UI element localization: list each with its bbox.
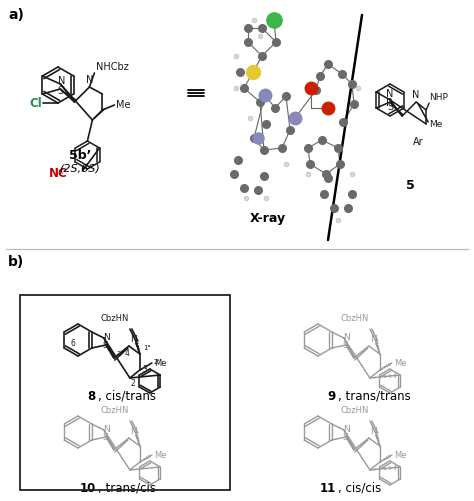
Text: 5: 5	[406, 178, 414, 191]
Text: R: R	[386, 98, 393, 108]
Text: CbzHN: CbzHN	[340, 314, 369, 323]
Text: 2': 2'	[154, 359, 160, 365]
Text: S: S	[342, 433, 348, 442]
Text: Me: Me	[117, 100, 131, 110]
Text: 1": 1"	[143, 345, 150, 351]
Text: 9: 9	[328, 389, 336, 402]
Text: Cl: Cl	[29, 97, 42, 110]
Text: a): a)	[8, 8, 24, 22]
Text: Me: Me	[154, 450, 166, 459]
Text: N: N	[344, 333, 350, 342]
Text: CbzHN: CbzHN	[340, 406, 369, 415]
Text: CbzHN: CbzHN	[100, 406, 129, 415]
Text: , trans/trans: , trans/trans	[338, 389, 411, 402]
Text: 8: 8	[88, 389, 96, 402]
Text: , cis/cis: , cis/cis	[338, 481, 381, 494]
Text: N: N	[103, 425, 110, 434]
Text: NC: NC	[49, 166, 67, 179]
Text: , cis/trans: , cis/trans	[98, 389, 156, 402]
Text: S: S	[102, 433, 108, 442]
Text: N: N	[370, 427, 377, 436]
Text: S: S	[387, 102, 393, 112]
Text: N: N	[344, 425, 350, 434]
Text: 4: 4	[124, 349, 129, 358]
Text: NHCbz: NHCbz	[96, 62, 129, 72]
Text: X-ray: X-ray	[250, 211, 286, 224]
Text: S: S	[342, 341, 348, 350]
Text: N: N	[386, 89, 394, 99]
Text: N: N	[130, 427, 137, 436]
Text: Ar: Ar	[413, 137, 423, 147]
Text: N: N	[58, 76, 65, 86]
Text: N: N	[370, 335, 377, 344]
Text: 3: 3	[143, 366, 148, 375]
Text: CbzHN: CbzHN	[100, 314, 129, 323]
Text: 11: 11	[320, 481, 336, 494]
Text: 2: 2	[131, 378, 136, 387]
Text: N: N	[412, 90, 420, 100]
Text: b): b)	[8, 255, 24, 269]
Text: N: N	[130, 335, 137, 344]
Text: N: N	[103, 333, 110, 342]
Text: Me: Me	[394, 450, 406, 459]
Text: N: N	[86, 75, 93, 85]
Text: Me: Me	[394, 359, 406, 368]
Text: (2S,6S): (2S,6S)	[60, 163, 100, 173]
Text: 5b’: 5b’	[69, 148, 91, 161]
Text: 2": 2"	[116, 351, 124, 357]
Text: Me: Me	[154, 359, 166, 368]
Text: S: S	[102, 341, 108, 350]
Text: 10: 10	[80, 481, 96, 494]
Text: S: S	[57, 86, 64, 96]
Text: 6: 6	[70, 339, 75, 348]
Text: Me: Me	[429, 120, 443, 128]
Text: , trans/cis: , trans/cis	[98, 481, 156, 494]
Text: NHP: NHP	[429, 93, 448, 102]
